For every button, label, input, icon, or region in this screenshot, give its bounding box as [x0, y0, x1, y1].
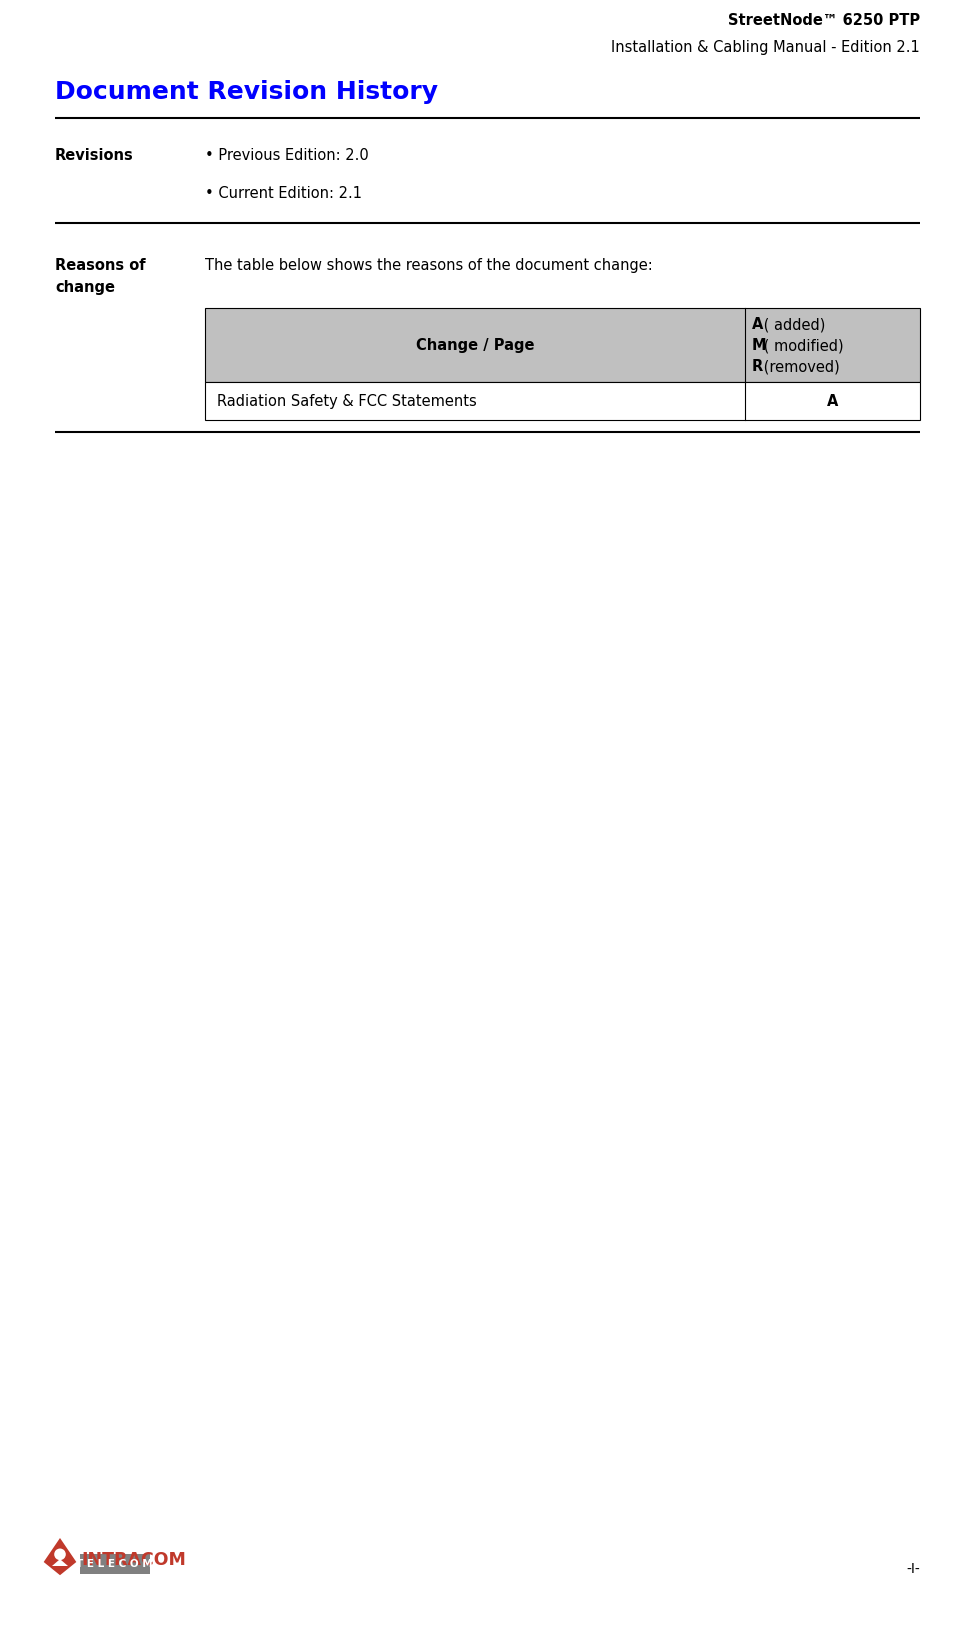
Text: Document Revision History: Document Revision History — [55, 80, 438, 104]
Text: A: A — [751, 317, 763, 332]
Polygon shape — [52, 1560, 68, 1566]
Text: Radiation Safety & FCC Statements: Radiation Safety & FCC Statements — [217, 394, 476, 409]
Text: -I-: -I- — [905, 1561, 919, 1576]
FancyBboxPatch shape — [204, 383, 919, 420]
Polygon shape — [44, 1538, 77, 1576]
Text: M: M — [751, 339, 766, 353]
Text: Change / Page: Change / Page — [416, 337, 534, 353]
Text: ( added): ( added) — [758, 317, 825, 332]
Text: T E L E C O M: T E L E C O M — [77, 1560, 153, 1569]
FancyBboxPatch shape — [204, 308, 919, 383]
Text: (removed): (removed) — [758, 360, 839, 374]
Circle shape — [54, 1548, 66, 1560]
Text: • Previous Edition: 2.0: • Previous Edition: 2.0 — [204, 148, 368, 163]
Text: Revisions: Revisions — [55, 148, 134, 163]
Text: The table below shows the reasons of the document change:: The table below shows the reasons of the… — [204, 257, 652, 274]
FancyBboxPatch shape — [79, 1555, 149, 1574]
Text: A: A — [826, 394, 837, 409]
Text: • Current Edition: 2.1: • Current Edition: 2.1 — [204, 186, 361, 200]
Text: INTRACOM: INTRACOM — [81, 1551, 186, 1569]
Text: StreetNode™ 6250 PTP: StreetNode™ 6250 PTP — [727, 13, 919, 28]
Text: Installation & Cabling Manual - Edition 2.1: Installation & Cabling Manual - Edition … — [610, 41, 919, 55]
Text: Reasons of
change: Reasons of change — [55, 257, 145, 295]
Text: ( modified): ( modified) — [758, 339, 843, 353]
Text: R: R — [751, 360, 763, 374]
